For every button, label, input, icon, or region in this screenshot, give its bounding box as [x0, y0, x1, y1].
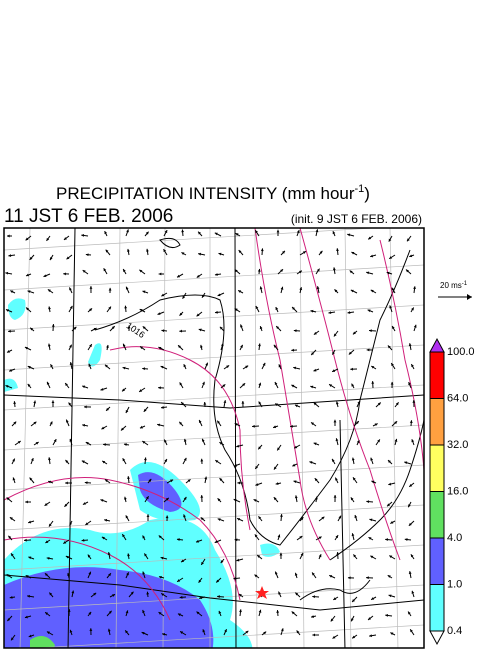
- wind-arrow-head: [109, 288, 112, 291]
- colorbar-label: 32.0: [447, 439, 468, 451]
- wind-arrow-head: [7, 235, 10, 238]
- wind-arrow-head: [215, 311, 218, 314]
- wind-arrow-head: [312, 634, 315, 637]
- wind-arrow-head: [179, 330, 182, 333]
- wind-scale-label: 20 ms-1: [440, 281, 468, 291]
- wind-arrow-head: [86, 253, 89, 256]
- colorbar-label: 0.4: [447, 625, 462, 637]
- colorbar: 100.0 64.0 32.0 16.0 4.0 1.0 0.4: [430, 339, 475, 644]
- wind-arrow-head: [367, 348, 370, 351]
- wind-arrow-head: [203, 402, 206, 405]
- valid-time: 11 JST 6 FEB. 2006: [4, 206, 173, 227]
- wind-arrow-head: [25, 501, 28, 504]
- init-time: (init. 9 JST 6 FEB. 2006): [291, 212, 422, 226]
- wind-arrow-head: [200, 459, 203, 462]
- wind-arrow-head: [142, 367, 145, 370]
- colorbar-segment: [430, 352, 444, 399]
- colorbar-segment: [430, 445, 444, 492]
- wind-arrow-head: [369, 329, 372, 332]
- wind-arrow-head: [103, 443, 106, 446]
- wind-arrow-head: [371, 381, 374, 384]
- title-exponent: -1: [355, 183, 365, 195]
- colorbar-label: 4.0: [447, 532, 462, 544]
- wind-arrow-head: [385, 538, 388, 541]
- wind-arrow-head: [63, 272, 66, 275]
- wind-scale-exponent: -1: [462, 281, 468, 287]
- wind-arrow-head: [159, 273, 162, 276]
- wind-arrow-head: [277, 230, 280, 233]
- wind-arrow-head: [336, 248, 339, 251]
- wind-arrow-head: [52, 400, 55, 403]
- map: 1016: [4, 225, 424, 650]
- colorbar-segment: [430, 585, 444, 632]
- location-star: [255, 586, 269, 599]
- colorbar-label: 100.0: [447, 346, 475, 358]
- contour-label: 1016: [124, 320, 146, 340]
- wind-arrow-head: [412, 400, 415, 403]
- wind-arrow-head: [410, 420, 413, 423]
- wind-arrow-head: [334, 420, 337, 423]
- wind-arrow-head: [84, 405, 87, 408]
- title-text: PRECIPITATION INTENSITY (mm hour: [56, 184, 355, 203]
- wind-arrow-head: [366, 576, 369, 579]
- wind-arrow-head: [237, 481, 240, 484]
- title: PRECIPITATION INTENSITY (mm hour-1): [56, 183, 370, 204]
- wind-arrow-head: [24, 539, 27, 542]
- colorbar-under: [430, 631, 444, 644]
- colorbar-segment: [430, 399, 444, 446]
- wind-arrow-head: [158, 386, 161, 389]
- colorbar-label: 64.0: [447, 392, 468, 404]
- wind-arrow-head: [200, 495, 203, 498]
- wind-arrow-head: [241, 401, 244, 404]
- wind-arrow-head: [334, 495, 337, 498]
- wind-arrow-head: [280, 514, 283, 517]
- wind-arrow-head: [291, 349, 294, 352]
- wind-scale-head: [467, 294, 472, 300]
- colorbar-over: [430, 339, 444, 352]
- wind-arrow-head: [366, 500, 369, 503]
- wind-arrow-head: [350, 368, 353, 371]
- colorbar-label: 1.0: [447, 578, 462, 590]
- wind-arrow-head: [252, 425, 255, 428]
- wind-scale-text: 20 ms: [440, 281, 462, 290]
- colorbar-label: 16.0: [447, 485, 468, 497]
- wind-arrow-head: [85, 481, 88, 484]
- wind-arrow-head: [181, 230, 184, 233]
- wind-arrow-head: [52, 324, 55, 327]
- wind-arrow-head: [124, 306, 127, 309]
- wind-arrow-head: [312, 595, 315, 598]
- colorbar-segment: [430, 538, 444, 585]
- precipitation: [4, 298, 280, 650]
- wind-arrow-head: [8, 330, 11, 333]
- wind-arrow-head: [65, 482, 68, 485]
- wind-arrow-head: [294, 329, 297, 332]
- wind-arrow-head: [276, 610, 279, 613]
- wind-arrow-head: [13, 401, 16, 404]
- colorbar-segment: [430, 492, 444, 539]
- wind-arrow-head: [336, 552, 339, 555]
- wind-arrow-head: [144, 457, 147, 460]
- wind-arrow-head: [261, 248, 264, 251]
- wind-arrow-head: [348, 576, 351, 579]
- title-close: ): [364, 184, 370, 203]
- wind-arrow-head: [90, 286, 93, 289]
